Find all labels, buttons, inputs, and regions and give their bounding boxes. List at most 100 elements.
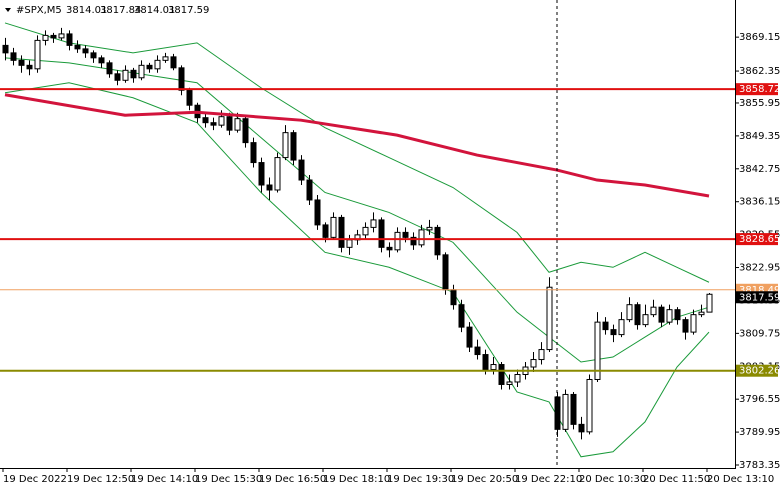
candle-body xyxy=(578,423,585,433)
candle-body xyxy=(290,132,297,161)
candle-body xyxy=(50,34,57,39)
candle-body xyxy=(474,346,481,356)
candle-body xyxy=(602,321,609,331)
candle-body xyxy=(34,39,41,70)
y-tick-label: 3783.35 xyxy=(739,460,780,471)
candle-body xyxy=(594,321,601,380)
candle-body xyxy=(458,304,465,328)
candle-body xyxy=(554,396,561,430)
header-value: 3814.01 xyxy=(66,5,107,16)
candle-body xyxy=(498,364,505,385)
candle-body xyxy=(218,116,225,126)
candle-body xyxy=(386,246,393,251)
candle-body xyxy=(90,52,97,59)
candle-body xyxy=(338,216,345,248)
candle-body xyxy=(538,349,545,361)
candle-body xyxy=(106,62,113,75)
candle-body xyxy=(698,311,705,316)
candle-body xyxy=(482,354,489,371)
y-tick-label: 3869.15 xyxy=(739,32,780,43)
candle-body xyxy=(170,56,177,69)
y-tick-label: 3849.35 xyxy=(739,131,780,142)
x-tick-label: 19 Dec 20:50 xyxy=(451,474,518,485)
y-tick-label: 3789.95 xyxy=(739,427,780,438)
candle-body xyxy=(634,304,641,326)
candle-body xyxy=(242,118,249,144)
y-tick-label: 3842.75 xyxy=(739,164,780,175)
x-tick-label: 19 Dec 2022 xyxy=(3,474,67,485)
header: #SPX,M5 xyxy=(16,5,62,16)
candle-body xyxy=(506,381,513,385)
candle-body xyxy=(658,306,665,323)
candle-body xyxy=(226,116,233,131)
candle-body xyxy=(114,73,121,81)
candle-body xyxy=(282,132,289,159)
candle-body xyxy=(154,59,161,70)
price-label: 3817.59 xyxy=(739,292,780,303)
y-tick-label: 3855.95 xyxy=(739,98,780,109)
candle-body xyxy=(434,226,441,256)
candle-body xyxy=(138,64,145,79)
x-tick-label: 19 Dec 19:30 xyxy=(387,474,454,485)
candle-body xyxy=(642,314,649,326)
header-value: 3814.01 xyxy=(134,5,175,16)
x-tick-label: 19 Dec 15:30 xyxy=(195,474,262,485)
candle-body xyxy=(178,67,185,91)
candle-body xyxy=(426,226,433,231)
candle-body xyxy=(410,236,417,246)
x-tick-label: 19 Dec 14:10 xyxy=(131,474,198,485)
candle-body xyxy=(2,44,9,54)
candle-body xyxy=(490,364,497,371)
candle-body xyxy=(274,157,281,191)
candle-body xyxy=(258,162,265,186)
candle-body xyxy=(346,239,353,248)
price-label-box xyxy=(736,291,778,304)
candle-body xyxy=(530,359,537,368)
candle-body xyxy=(610,329,617,336)
candle-body xyxy=(162,56,169,61)
candle-body xyxy=(202,117,209,124)
candle-body xyxy=(66,33,73,46)
candle-body xyxy=(146,64,153,70)
menu-arrow xyxy=(5,8,11,12)
candle-body xyxy=(418,229,425,246)
x-tick-label: 19 Dec 16:50 xyxy=(259,474,326,485)
candle-body xyxy=(322,224,329,238)
candle-body xyxy=(618,319,625,336)
candle-body xyxy=(466,326,473,348)
candle-body xyxy=(546,286,553,351)
candle-body xyxy=(98,57,105,64)
candle-body xyxy=(250,142,257,164)
level-label: 3818.49 xyxy=(739,285,780,296)
candle-body xyxy=(394,231,401,251)
candle-body xyxy=(514,373,521,383)
x-tick-label: 19 Dec 18:10 xyxy=(323,474,390,485)
plot xyxy=(2,22,713,458)
candle-body xyxy=(666,309,673,323)
candle-body xyxy=(266,184,273,191)
candle-body xyxy=(674,309,681,321)
candle-body xyxy=(706,293,713,313)
y-tick-label: 3822.95 xyxy=(739,263,780,274)
candle-body xyxy=(402,231,409,238)
moving-average xyxy=(4,93,710,198)
candle-body xyxy=(26,64,33,70)
candle-body xyxy=(650,306,657,316)
candle-body xyxy=(18,59,25,66)
y-tick-label: 3796.55 xyxy=(739,394,780,405)
level-label: 3828.65 xyxy=(739,234,780,245)
header-value: 3817.59 xyxy=(168,5,209,16)
candle-body xyxy=(586,378,593,433)
x-tick-label: 20 Dec 11:50 xyxy=(643,474,710,485)
candle-body xyxy=(570,393,577,425)
candle-body xyxy=(314,199,321,226)
candle-body xyxy=(130,69,137,79)
candle-body xyxy=(74,44,81,50)
x-tick-label: 19 Dec 22:10 xyxy=(515,474,582,485)
y-tick-label: 3836.15 xyxy=(739,197,780,208)
candle-body xyxy=(42,34,49,41)
level-label-box xyxy=(736,233,778,246)
candle-body xyxy=(210,122,217,126)
candle-body xyxy=(58,33,65,39)
